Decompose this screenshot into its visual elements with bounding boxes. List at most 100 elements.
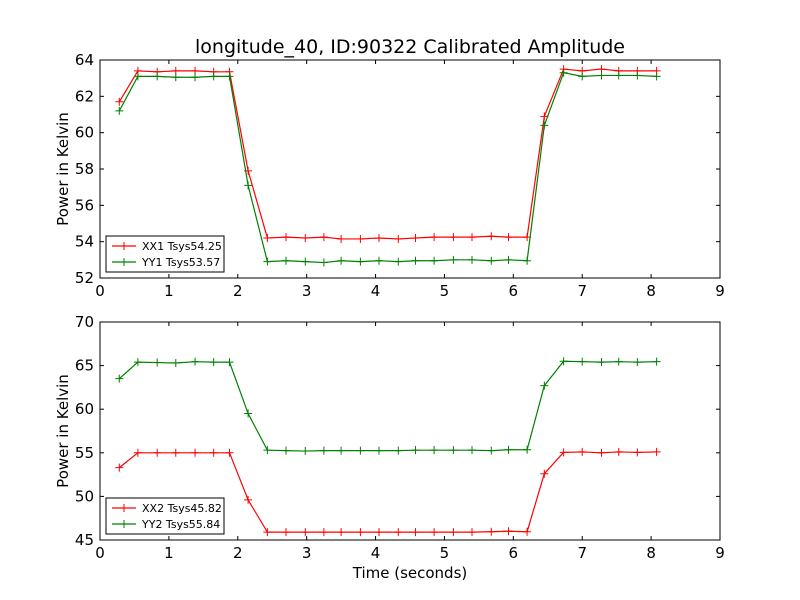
y-tick-label: 45 [75,531,94,549]
plot-frame [99,321,721,541]
data-point [337,234,346,243]
x-tick-label: 2 [233,282,243,300]
x-tick-label: 5 [440,544,450,562]
y-tick-label: 54 [75,233,94,251]
data-point [244,495,253,504]
data-point [487,256,496,265]
data-point [652,72,661,81]
legend-marker [120,504,128,512]
data-point [133,72,142,81]
x-tick-label: 6 [509,544,519,562]
data-point [394,528,403,537]
data-point [337,446,346,455]
data-point [209,358,218,367]
data-point [504,255,513,264]
data-point [504,445,513,454]
data-point [468,233,476,242]
legend-box [105,235,225,273]
data-point [597,358,606,367]
x-tick-label: 6 [509,282,519,300]
data-point [633,358,642,367]
data-point [540,112,549,121]
data-point [225,448,234,457]
x-tick-label: 8 [646,544,656,562]
data-point [133,448,142,457]
legend-marker [120,242,128,250]
data-point [394,257,403,266]
data-point [356,257,365,266]
data-point [449,233,458,242]
data-point [614,447,623,456]
y-tick-label: 64 [75,51,94,69]
data-point [153,448,162,457]
x-tick-label: 2 [233,544,243,562]
data-point [411,234,420,243]
data-point [244,409,253,418]
x-tick-label: 3 [302,544,312,562]
data-point [244,181,253,190]
data-point [430,233,439,242]
data-point [523,256,532,265]
data-point [171,73,180,82]
data-point [614,357,623,366]
plot-frame [99,59,721,279]
legend-marker [120,258,128,266]
y-tick-label: 50 [75,487,94,505]
legend: XX1 Tsys54.25 YY1 Tsys53.57 [105,235,225,273]
data-point [559,68,568,77]
data-point [504,233,513,242]
data-point [633,448,642,457]
data-point [356,234,365,243]
x-tick-label: 8 [646,282,656,300]
data-point [209,448,218,457]
data-point [319,258,328,267]
y-tick-label: 60 [75,124,94,142]
x-tick-label: 1 [164,282,174,300]
x-tick-label: 7 [577,282,587,300]
data-point [487,232,496,241]
series-1 [115,447,661,537]
data-point [356,528,365,537]
legend-box [105,497,225,535]
data-point [540,381,549,390]
data-point [282,528,290,537]
x-tick-label: 9 [715,544,725,562]
y-tick-label: 58 [75,160,94,178]
data-point [578,72,587,81]
data-point [263,528,272,537]
x-tick-label: 0 [95,544,105,562]
data-point [282,233,290,242]
data-point [225,72,234,81]
x-axis-label: Time (seconds) [352,564,468,582]
x-tick-label: 5 [440,282,450,300]
data-point [301,528,310,537]
data-point [652,357,661,366]
data-point [153,358,162,367]
data-point [319,446,328,455]
data-point [504,527,513,536]
data-point [614,71,623,80]
x-tick-label: 0 [95,282,105,300]
data-point [487,446,496,455]
data-point [209,72,218,81]
data-point [153,72,162,81]
data-point [449,255,458,264]
y-tick-label: 56 [75,196,94,214]
data-point [115,97,124,106]
data-point [411,446,420,455]
legend-label: XX2 Tsys45.82 [142,502,222,515]
y-tick-label: 52 [75,269,94,287]
x-tick-label: 9 [715,282,725,300]
data-point [523,445,532,454]
data-point [394,446,403,455]
data-point [263,234,272,243]
x-tick-label: 4 [371,544,381,562]
y-tick-label: 55 [75,444,94,462]
legend-marker [120,520,128,528]
data-point [523,527,532,536]
data-point [319,528,328,537]
y-axis-label: Power in Kelvin [54,112,72,226]
